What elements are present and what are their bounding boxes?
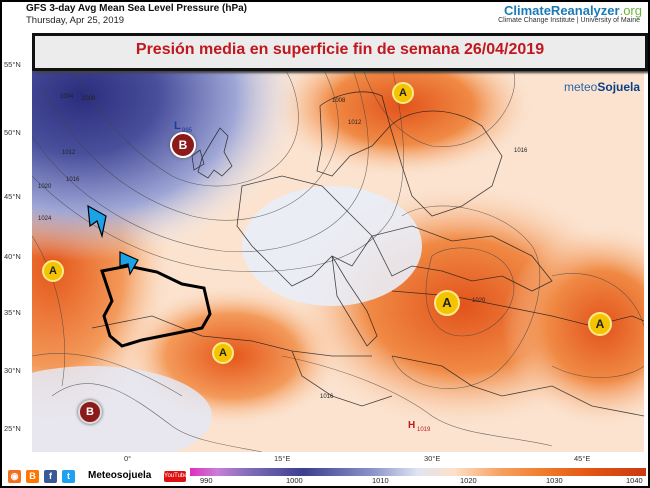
lat-label: 25°N — [4, 424, 21, 433]
storm-icon: B — [78, 400, 102, 424]
lat-label: 50°N — [4, 128, 21, 137]
high-center-letter: H — [408, 420, 416, 431]
lon-label: 0° — [124, 454, 132, 463]
isobar-label: 1020 — [38, 184, 52, 190]
lat-label: 35°N — [4, 308, 21, 317]
social-handle[interactable]: Meteosojuela — [88, 470, 152, 481]
brand-subtitle: Climate Change Institute | University of… — [498, 17, 640, 24]
scale-tick: 1040 — [626, 476, 643, 485]
anticyclone-icon: A — [588, 312, 612, 336]
title-banner: Presión media en superficie fin de seman… — [32, 33, 648, 71]
isobar-label: 1024 — [38, 216, 52, 222]
low-pressure-symbol: B — [170, 132, 196, 158]
scale-tick: 990 — [200, 476, 213, 485]
lon-label: 45°E — [574, 454, 591, 463]
rss-icon[interactable]: ◉ — [8, 470, 21, 483]
isobar-label: 1016 — [320, 394, 334, 400]
lat-label: 30°N — [4, 366, 21, 375]
scale-tick: 1000 — [286, 476, 303, 485]
meteosojuela-logo: meteoSojuela — [564, 80, 640, 94]
lat-label: 45°N — [4, 192, 21, 201]
brand-logo[interactable]: ClimateReanalyzer.org — [504, 3, 642, 18]
isobar-label: 1008 — [332, 98, 346, 104]
isobar-label: 1020 — [472, 298, 486, 304]
facebook-icon[interactable]: f — [44, 470, 57, 483]
low-center-letter: L — [174, 120, 181, 132]
brand-suffix: .org — [619, 3, 642, 18]
lon-label: 15°E — [274, 454, 291, 463]
isobar-label: 1012 — [62, 150, 76, 156]
storm-icon: B — [170, 132, 196, 158]
scale-tick: 1020 — [460, 476, 477, 485]
scale-tick: 1010 — [372, 476, 389, 485]
isobar-label: 1004 — [60, 94, 74, 100]
pressure-color-scale — [190, 468, 646, 476]
chart-title: GFS 3-day Avg Mean Sea Level Pressure (h… — [26, 3, 248, 14]
chart-date: Thursday, Apr 25, 2019 — [26, 15, 125, 26]
logo-suffix: Sojuela — [597, 80, 641, 94]
airflow-arrow-1 — [87, 204, 107, 239]
blogger-icon[interactable]: B — [26, 470, 39, 483]
anticyclone-icon: A — [42, 260, 64, 282]
isobar-label: 1016 — [514, 148, 528, 154]
brand-main: ClimateReanalyzer — [503, 3, 620, 18]
lat-label: 55°N — [4, 60, 21, 69]
banner-text: Presión media en superficie fin de seman… — [135, 41, 545, 58]
anticyclone-icon: A — [212, 342, 234, 364]
anticyclone-icon: A — [434, 290, 460, 316]
iberia-outline — [100, 264, 212, 348]
low-center-value: 995 — [182, 128, 193, 134]
lon-label: 30°E — [424, 454, 441, 463]
pressure-map — [32, 66, 644, 452]
logo-prefix: meteo — [564, 80, 598, 94]
lat-label: 40°N — [4, 252, 21, 261]
twitter-icon[interactable]: t — [62, 470, 75, 483]
youtube-icon[interactable]: YouTube — [164, 471, 188, 482]
airflow-arrow-2 — [119, 251, 139, 276]
isobar-label: 1008 — [82, 96, 96, 102]
scale-tick: 1030 — [546, 476, 563, 485]
isobar-label: 1016 — [66, 177, 80, 183]
high-center-value: 1019 — [417, 427, 431, 433]
anticyclone-icon: A — [392, 82, 414, 104]
isobar-label: 1012 — [348, 120, 362, 126]
